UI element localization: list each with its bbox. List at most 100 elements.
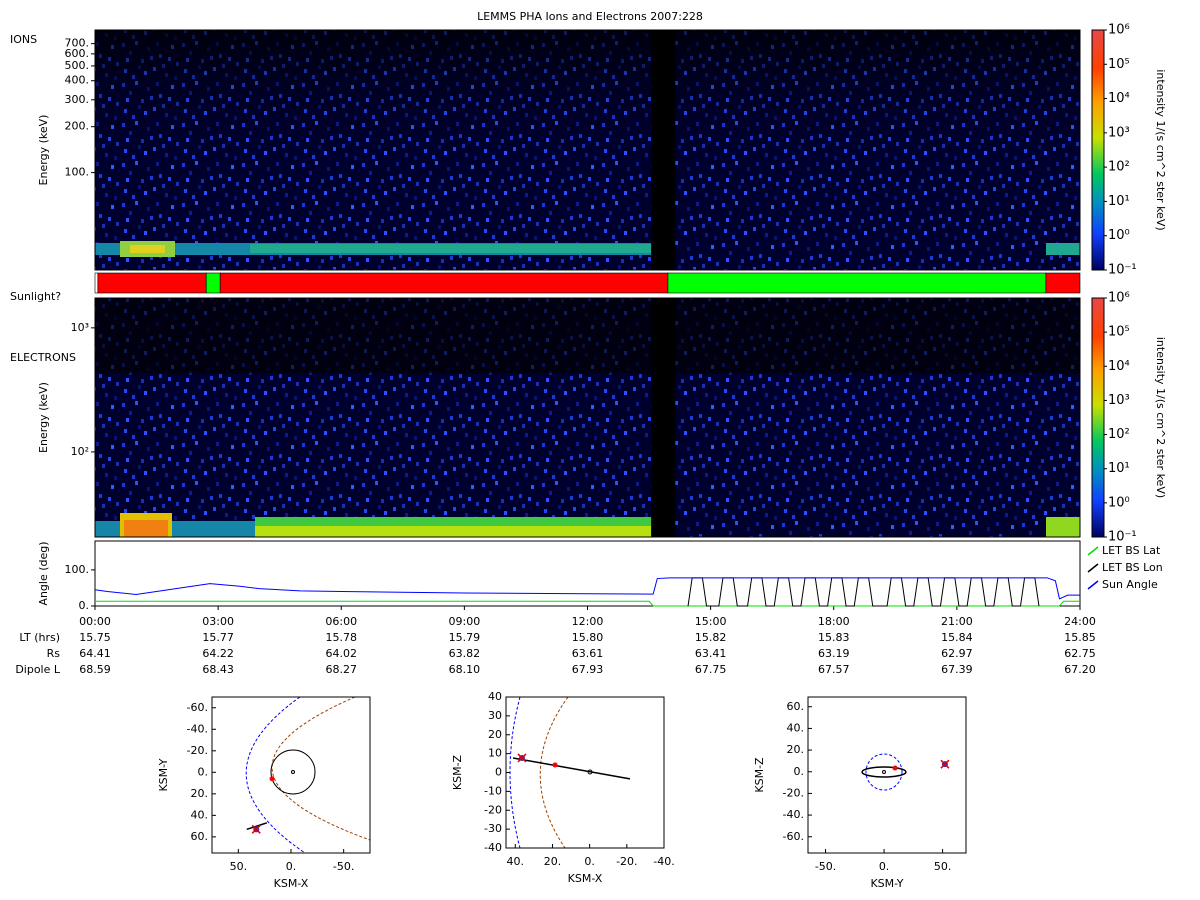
panel-frame [211,696,371,854]
y-tick-label: 200. [65,120,90,133]
x-tick-label: 50. [934,860,952,873]
legend-label: Sun Angle [1102,578,1158,591]
colorbar-tick-label: 10¹ [1108,461,1130,476]
y-tick-label: 0. [794,765,805,778]
titan-orbit [270,749,316,795]
colorbar-label: intensity 1/(s cm^2 ster keV) [1154,69,1167,230]
x-tick-label: -50. [815,860,836,873]
x-tick-label: 00:00 [79,615,111,628]
sunlight-segment [205,272,221,294]
data-gap [651,30,676,270]
colorbar-tick-label: 10⁶ [1108,291,1130,306]
y-tick-label: 10³ [71,321,89,334]
x-tick-label: 03:00 [202,615,234,628]
spacecraft-cross [940,759,950,769]
sunlight-segment [97,272,207,294]
ephemeris-value: 64.02 [326,647,358,660]
x-axis-label: KSM-Y [870,877,903,890]
ephemeris-value: 62.97 [941,647,973,660]
x-tick-label: -50. [333,860,354,873]
colorbar-tick-label: 10⁴ [1108,359,1130,374]
y-tick-label: 100. [65,563,90,576]
y-tick-label: 300. [65,93,90,106]
y-tick-label: 20. [787,743,805,756]
panel-frame [94,297,1081,538]
legend-label: LET BS Lon [1102,561,1163,574]
y-tick-label: -60. [783,830,804,843]
x-tick-label: 18:00 [818,615,850,628]
legend-swatch [1087,546,1099,556]
y-axis-label: KSM-Z [753,757,766,793]
bow-shock [539,696,569,849]
y-tick-label: -30 [484,822,502,835]
colorbar-tick-label: 10³ [1108,393,1130,408]
x-tick-label: 50. [230,860,248,873]
sunlight-segment [667,272,1047,294]
x-tick-label: 06:00 [325,615,357,628]
x-tick-label: 21:00 [941,615,973,628]
series-line [687,577,1040,607]
x-axis-label: KSM-X [274,877,309,890]
ephemeris-value: 15.77 [202,631,234,644]
y-tick-label: -60. [187,701,208,714]
colorbar-tick-label: 10⁻¹ [1108,263,1137,278]
ephemeris-value: 15.82 [695,631,727,644]
y-tick-label: -40. [187,722,208,735]
trajectory [246,822,268,831]
x-axis-label: KSM-X [568,872,603,885]
ephemeris-value: 15.78 [326,631,358,644]
y-axis-label: KSM-Y [157,758,170,791]
ephemeris-value: 15.79 [449,631,481,644]
panel-frame [94,29,1081,271]
colorbar-tick-label: 10⁻¹ [1108,530,1137,545]
x-tick-label: 0. [286,860,297,873]
y-tick-label: 400. [65,74,90,87]
colorbar-tick-label: 10⁰ [1108,228,1130,243]
ephemeris-value: 68.10 [449,663,481,676]
band [130,245,165,253]
ephemeris-value: 62.75 [1064,647,1096,660]
ephemeris-value: 67.93 [572,663,604,676]
legend-label: LET BS Lat [1102,544,1161,557]
colorbar-label: intensity 1/(s cm^2 ster keV) [1154,337,1167,498]
chart-title: LEMMS PHA Ions and Electrons 2007:228 [477,10,703,23]
magnetopause [509,696,521,849]
x-tick-label: 24:00 [1064,615,1096,628]
y-tick-label: 10² [71,445,89,458]
y-tick-label: 40. [787,721,805,734]
ephemeris-value: 15.83 [818,631,850,644]
x-tick-label: 40. [507,855,525,868]
y-tick-label: 500. [65,59,90,72]
y-tick-label: 0. [198,765,209,778]
panel-label: Sunlight? [10,290,61,303]
bow-shock [271,696,371,841]
position-marker [892,765,898,771]
spacecraft-cross [517,753,527,763]
rings [861,766,907,778]
series-line [95,600,1080,607]
colorbar-tick-label: 10⁴ [1108,91,1130,106]
ephemeris-name: LT (hrs) [19,631,60,644]
y-axis-label: Energy (keV) [37,115,50,186]
y-tick-label: 30 [488,709,502,722]
series-line [94,577,1080,600]
y-tick-label: -10 [484,784,502,797]
panel-frame [505,696,665,849]
x-tick-label: 15:00 [695,615,727,628]
ephemeris-value: 15.75 [79,631,111,644]
y-axis-label: Energy (keV) [37,382,50,453]
colorbar [1091,297,1105,538]
x-tick-label: 20. [544,855,562,868]
ephemeris-value: 63.19 [818,647,850,660]
y-tick-label: -20. [783,786,804,799]
sunlight-segment [94,272,99,294]
panel-frame [807,696,967,854]
ephemeris-value: 64.41 [79,647,111,660]
ephemeris-value: 63.61 [572,647,604,660]
y-tick-label: 700. [65,37,90,50]
spacecraft-cross [251,824,261,834]
colorbar-tick-label: 10² [1108,160,1130,175]
legend-swatch [1087,563,1099,573]
